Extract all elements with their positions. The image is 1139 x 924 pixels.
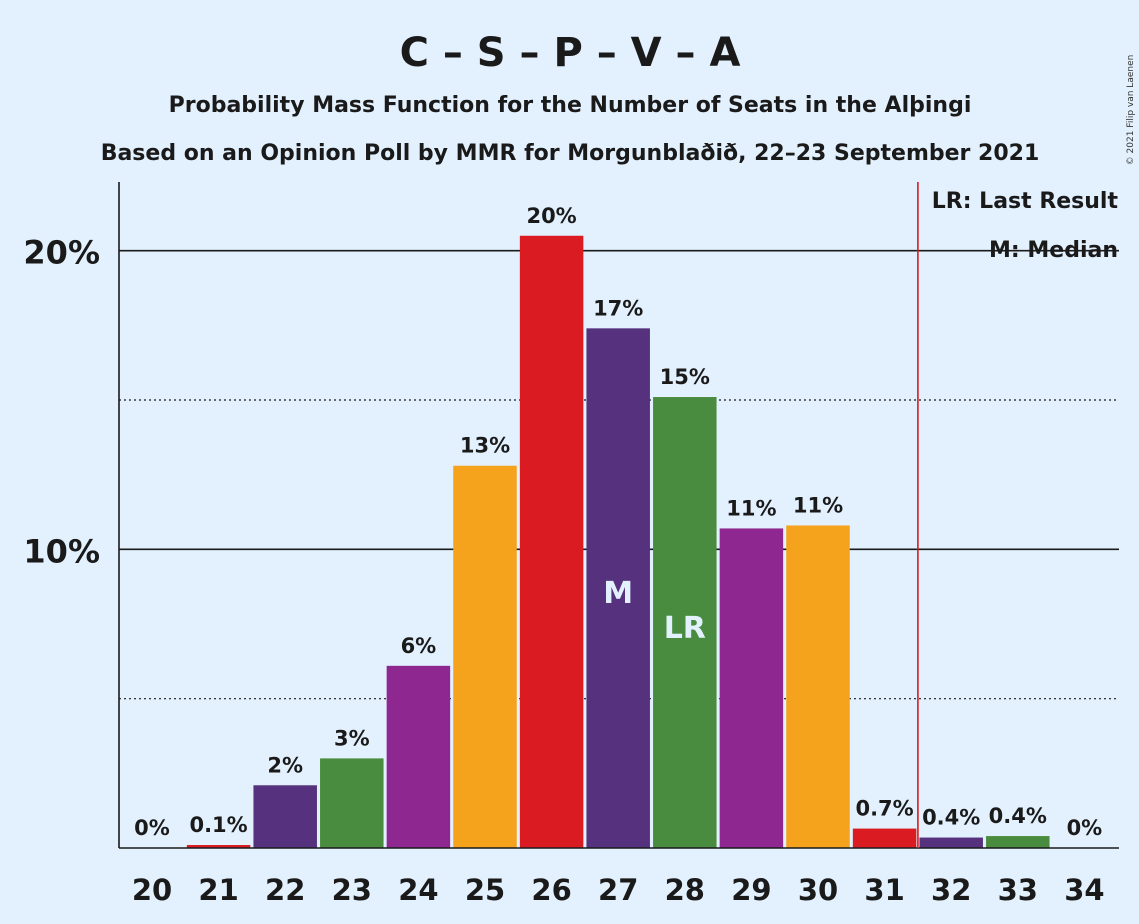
bar-seat-27 (586, 328, 650, 848)
median-marker: M (603, 576, 633, 611)
copyright-note: © 2021 Filip van Laenen (1126, 55, 1136, 166)
data-label-seat-26: 20% (526, 204, 576, 228)
bar-seat-31 (852, 828, 917, 848)
data-label-seat-29: 11% (726, 496, 776, 520)
data-label-seat-34: 0% (1067, 816, 1103, 840)
chart-subtitle-2: Based on an Opinion Poll by MMR for Morg… (101, 141, 1040, 166)
legend-entry-1: LR: Last Result (932, 189, 1119, 214)
bar-markers: M LR (603, 576, 706, 646)
last-result-marker: LR (664, 611, 706, 646)
x-tick-label-30: 30 (798, 873, 838, 907)
y-tick-label-10: 10% (23, 532, 100, 570)
data-label-seat-31: 0.7% (855, 797, 913, 821)
x-tick-label-23: 23 (332, 873, 372, 907)
bars (186, 235, 1050, 849)
chart-subtitle-1: Probability Mass Function for the Number… (169, 93, 972, 118)
data-label-seat-27: 17% (593, 296, 643, 320)
data-label-seat-21: 0.1% (189, 813, 247, 837)
x-tick-label-33: 33 (998, 873, 1038, 907)
data-label-seat-25: 13% (460, 434, 510, 458)
x-tick-label-25: 25 (465, 873, 505, 907)
legend-entry-2: M: Median (989, 238, 1118, 263)
x-tick-label-26: 26 (531, 873, 571, 907)
data-label-seat-24: 6% (401, 634, 437, 658)
y-tick-label-20: 20% (23, 234, 100, 272)
x-tick-label-27: 27 (598, 873, 638, 907)
tick-labels: 10% 20% 20 21 22 23 24 25 26 27 28 29 30 31 32 33 34 (23, 234, 1104, 907)
bar-seat-25 (453, 465, 517, 848)
x-tick-label-31: 31 (864, 873, 904, 907)
bar-seat-22 (253, 785, 317, 848)
bar-seat-28 (653, 397, 717, 848)
data-labels: 0% 0.1% 2% 3% 6% 13% 20% 17% 15% 11% 11% 0.7% 0.4% 0.… (134, 204, 1102, 840)
data-label-seat-32: 0.4% (922, 806, 980, 830)
bar-seat-23 (320, 758, 384, 848)
x-tick-label-28: 28 (665, 873, 705, 907)
data-label-seat-20: 0% (134, 816, 170, 840)
x-tick-label-32: 32 (931, 873, 971, 907)
bar-seat-24 (386, 665, 451, 848)
chart-title: C – S – P – V – A (400, 30, 741, 76)
bar-seat-26 (519, 235, 584, 849)
data-label-seat-22: 2% (267, 753, 303, 777)
bar-seat-30 (786, 525, 850, 848)
legend: LR: Last Result M: Median (932, 189, 1119, 263)
data-label-seat-30: 11% (793, 493, 843, 517)
data-label-seat-28: 15% (660, 365, 710, 389)
bar-seat-21 (186, 845, 251, 848)
x-tick-label-20: 20 (132, 873, 172, 907)
x-tick-label-29: 29 (731, 873, 771, 907)
bar-seat-33 (986, 836, 1050, 848)
axes (118, 182, 1119, 849)
x-tick-label-24: 24 (398, 873, 438, 907)
x-tick-label-22: 22 (265, 873, 305, 907)
x-tick-label-34: 34 (1064, 873, 1104, 907)
bar-seat-29 (719, 528, 784, 848)
x-tick-label-21: 21 (198, 873, 238, 907)
data-label-seat-23: 3% (334, 726, 370, 750)
data-label-seat-33: 0.4% (989, 804, 1047, 828)
bar-seat-32 (919, 837, 983, 848)
